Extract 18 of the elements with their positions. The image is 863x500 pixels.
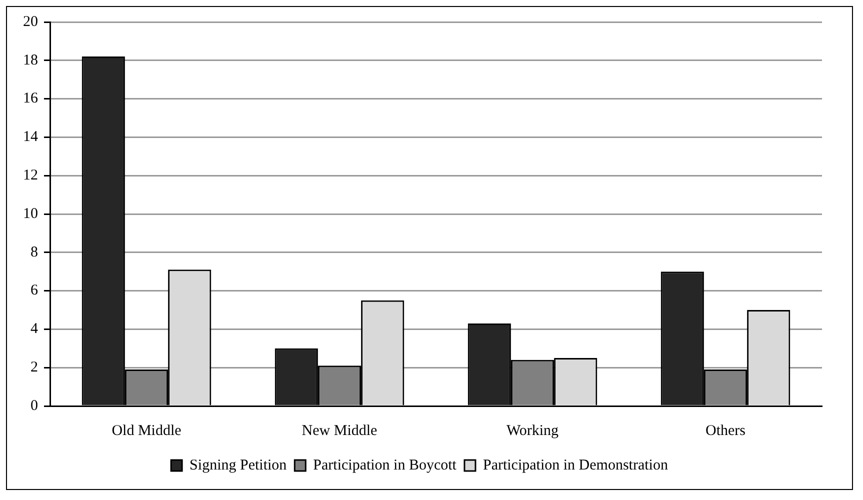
x-tick-label: Others: [706, 422, 746, 439]
y-tick-label: 8: [30, 244, 38, 260]
legend-label: Signing Petition: [190, 457, 288, 474]
y-tick-label: 4: [30, 321, 38, 338]
x-tick-label: Working: [506, 422, 560, 439]
y-tick-label: 10: [23, 206, 38, 222]
legend-label: Participation in Boycott: [313, 457, 458, 474]
legend-label: Participation in Demonstration: [482, 457, 668, 474]
y-tick-label: 16: [23, 90, 38, 107]
y-tick-label: 14: [23, 129, 38, 146]
x-tick-label: New Middle: [302, 422, 378, 439]
y-tick-label: 12: [23, 168, 38, 184]
y-tick-label: 2: [30, 360, 38, 376]
x-tick-label: Old Middle: [112, 422, 182, 439]
y-tick-label: 18: [23, 52, 38, 68]
y-tick-label: 6: [30, 282, 38, 299]
y-tick-label: 20: [23, 14, 38, 30]
y-tick-label: 0: [30, 398, 38, 414]
